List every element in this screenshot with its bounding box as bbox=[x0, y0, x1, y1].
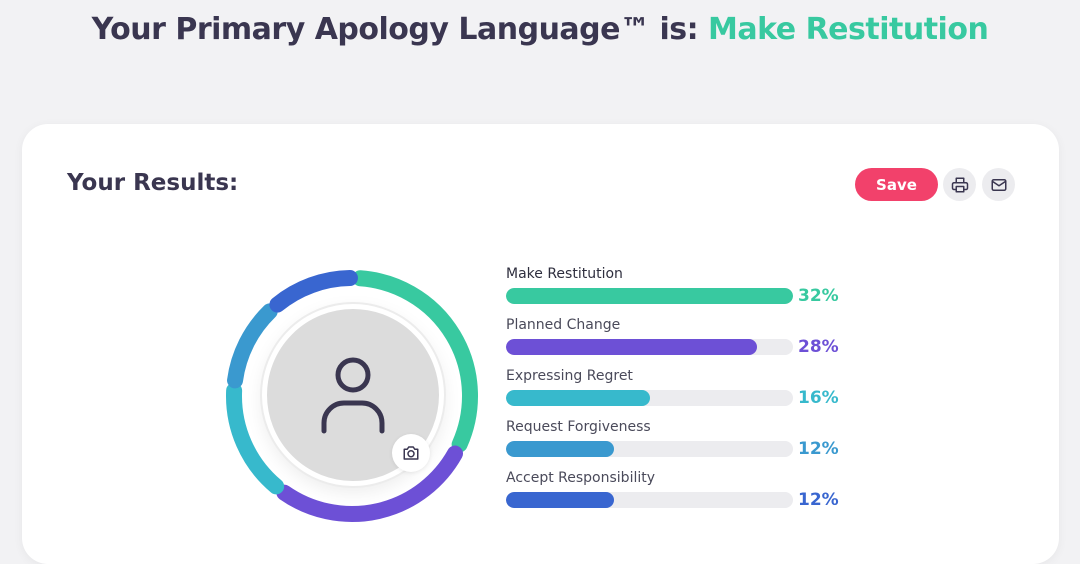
result-bar-fill bbox=[506, 441, 614, 457]
print-button[interactable] bbox=[943, 168, 976, 201]
result-bar-track bbox=[506, 441, 793, 457]
camera-icon bbox=[403, 446, 419, 460]
printer-icon bbox=[951, 177, 968, 192]
save-button[interactable]: Save bbox=[855, 168, 938, 201]
result-bar-track bbox=[506, 390, 793, 406]
results-donut-ring bbox=[226, 270, 478, 522]
ring-segment bbox=[227, 303, 278, 389]
result-row: Request Forgiveness 12% bbox=[506, 417, 866, 468]
result-percent: 12% bbox=[798, 490, 839, 510]
result-label: Make Restitution bbox=[506, 266, 623, 282]
results-title: Your Results: bbox=[67, 170, 239, 196]
result-row: Accept Responsibility 12% bbox=[506, 468, 866, 519]
results-bars: Make Restitution 32% Planned Change 28% Expr… bbox=[506, 264, 866, 519]
ring-segment bbox=[226, 382, 285, 495]
result-label: Request Forgiveness bbox=[506, 419, 651, 435]
email-button[interactable] bbox=[982, 168, 1015, 201]
page-headline: Your Primary Apology Language™ is: Make … bbox=[0, 12, 1080, 47]
result-percent: 12% bbox=[798, 439, 839, 459]
result-bar-fill bbox=[506, 288, 793, 304]
primary-language-result: Make Restitution bbox=[708, 12, 989, 47]
result-percent: 16% bbox=[798, 388, 839, 408]
result-bar-fill bbox=[506, 390, 650, 406]
ring-segment bbox=[352, 270, 478, 453]
result-percent: 28% bbox=[798, 337, 839, 357]
headline-prefix: Your Primary Apology Language™ is: bbox=[91, 12, 699, 47]
ring-segment bbox=[269, 270, 358, 313]
result-bar-fill bbox=[506, 339, 758, 355]
result-row: Expressing Regret 16% bbox=[506, 366, 866, 417]
result-percent: 32% bbox=[798, 286, 839, 306]
change-photo-button[interactable] bbox=[392, 434, 430, 472]
user-silhouette-icon bbox=[321, 357, 385, 434]
result-label: Expressing Regret bbox=[506, 368, 633, 384]
result-bar-track bbox=[506, 492, 793, 508]
result-bar-fill bbox=[506, 492, 614, 508]
result-bar-track bbox=[506, 339, 793, 355]
results-card: Your Results: Save Make Restitution 32% Pl… bbox=[22, 124, 1059, 564]
result-bar-track bbox=[506, 288, 793, 304]
result-label: Accept Responsibility bbox=[506, 470, 656, 486]
result-row: Planned Change 28% bbox=[506, 315, 866, 366]
result-label: Planned Change bbox=[506, 317, 621, 333]
ring-segment bbox=[276, 445, 464, 522]
result-row: Make Restitution 32% bbox=[506, 264, 866, 315]
envelope-icon bbox=[991, 178, 1006, 191]
